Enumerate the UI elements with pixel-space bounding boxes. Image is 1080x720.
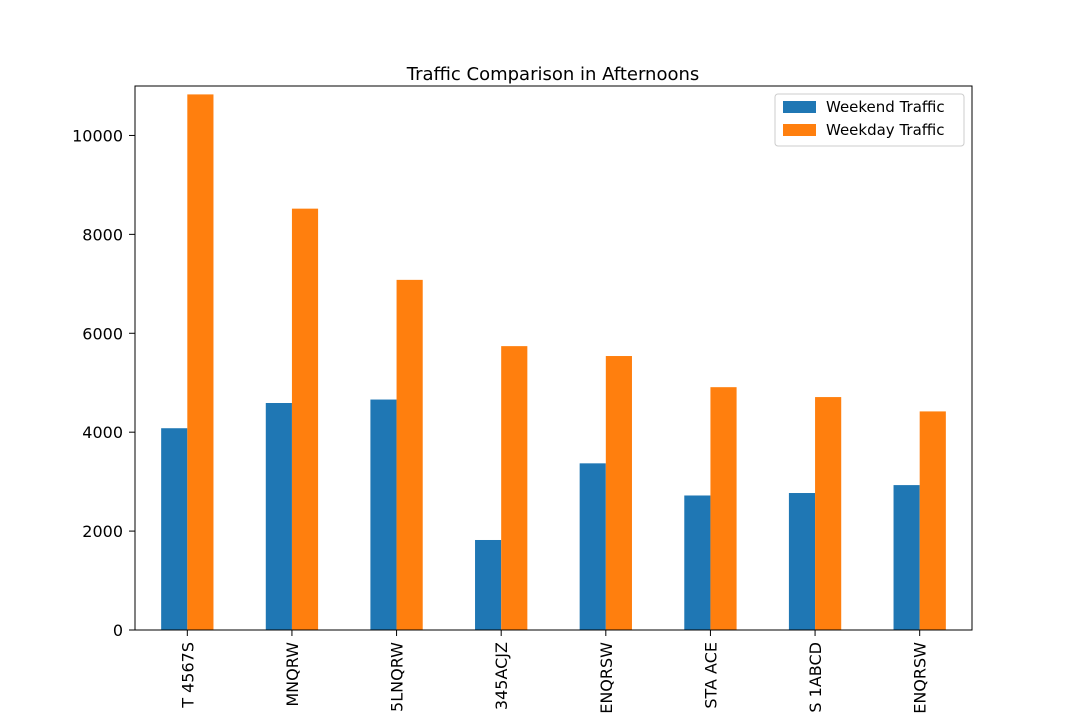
bar-weekend-7 <box>893 485 920 630</box>
bar-weekend-5 <box>684 495 711 630</box>
x-tick-label-2: 5LNQRW <box>388 642 407 712</box>
legend-swatch-1 <box>783 124 816 136</box>
legend-label-0: Weekend Traffic <box>826 98 945 116</box>
legend-swatch-0 <box>783 101 816 113</box>
legend-box <box>774 93 965 147</box>
legend: Weekend Traffic Weekday Traffic <box>774 93 965 147</box>
bar-weekday-7 <box>919 411 946 630</box>
bar-weekday-1 <box>291 208 319 630</box>
bar-weekday-5 <box>710 387 737 630</box>
bar-weekend-0 <box>161 428 188 630</box>
x-tick-label-5: STA ACE <box>701 642 720 709</box>
y-tick-label-3: 6000 <box>82 324 123 343</box>
bar-weekday-3 <box>501 346 528 630</box>
x-tick-label-0: T 4567S <box>178 642 197 709</box>
y-tick-label-2: 4000 <box>82 423 123 442</box>
chart-title: Traffic Comparison in Afternoons <box>406 64 700 85</box>
x-tick-label-3: 345ACJZ <box>492 642 511 710</box>
x-tick-label-7: ENQRSW <box>911 642 930 714</box>
x-tick-label-4: ENQRSW <box>597 642 616 714</box>
y-tick-label-1: 2000 <box>82 522 123 541</box>
y-tick-label-4: 8000 <box>82 225 123 244</box>
bar-weekday-2 <box>396 279 423 630</box>
bar-weekday-0 <box>187 94 214 630</box>
bar-weekday-4 <box>605 356 632 630</box>
bar-weekend-3 <box>475 539 502 630</box>
axes-layer: 0 2000 4000 6000 8000 10000 T 4567S MNQRW 5LNQRW… <box>72 85 973 714</box>
bar-weekend-1 <box>265 403 292 630</box>
plot-frame <box>134 85 973 631</box>
bar-weekend-6 <box>788 493 816 630</box>
bars-layer <box>161 94 946 630</box>
y-tick-label-5: 10000 <box>72 126 123 145</box>
x-tick-label-1: MNQRW <box>283 642 302 707</box>
bar-weekend-2 <box>370 399 397 630</box>
x-tick-label-6: S 1ABCD <box>806 642 825 713</box>
bar-weekend-4 <box>579 463 606 630</box>
legend-label-1: Weekday Traffic <box>826 121 945 139</box>
y-tick-label-0: 0 <box>113 621 123 640</box>
bar-weekday-6 <box>815 397 842 630</box>
